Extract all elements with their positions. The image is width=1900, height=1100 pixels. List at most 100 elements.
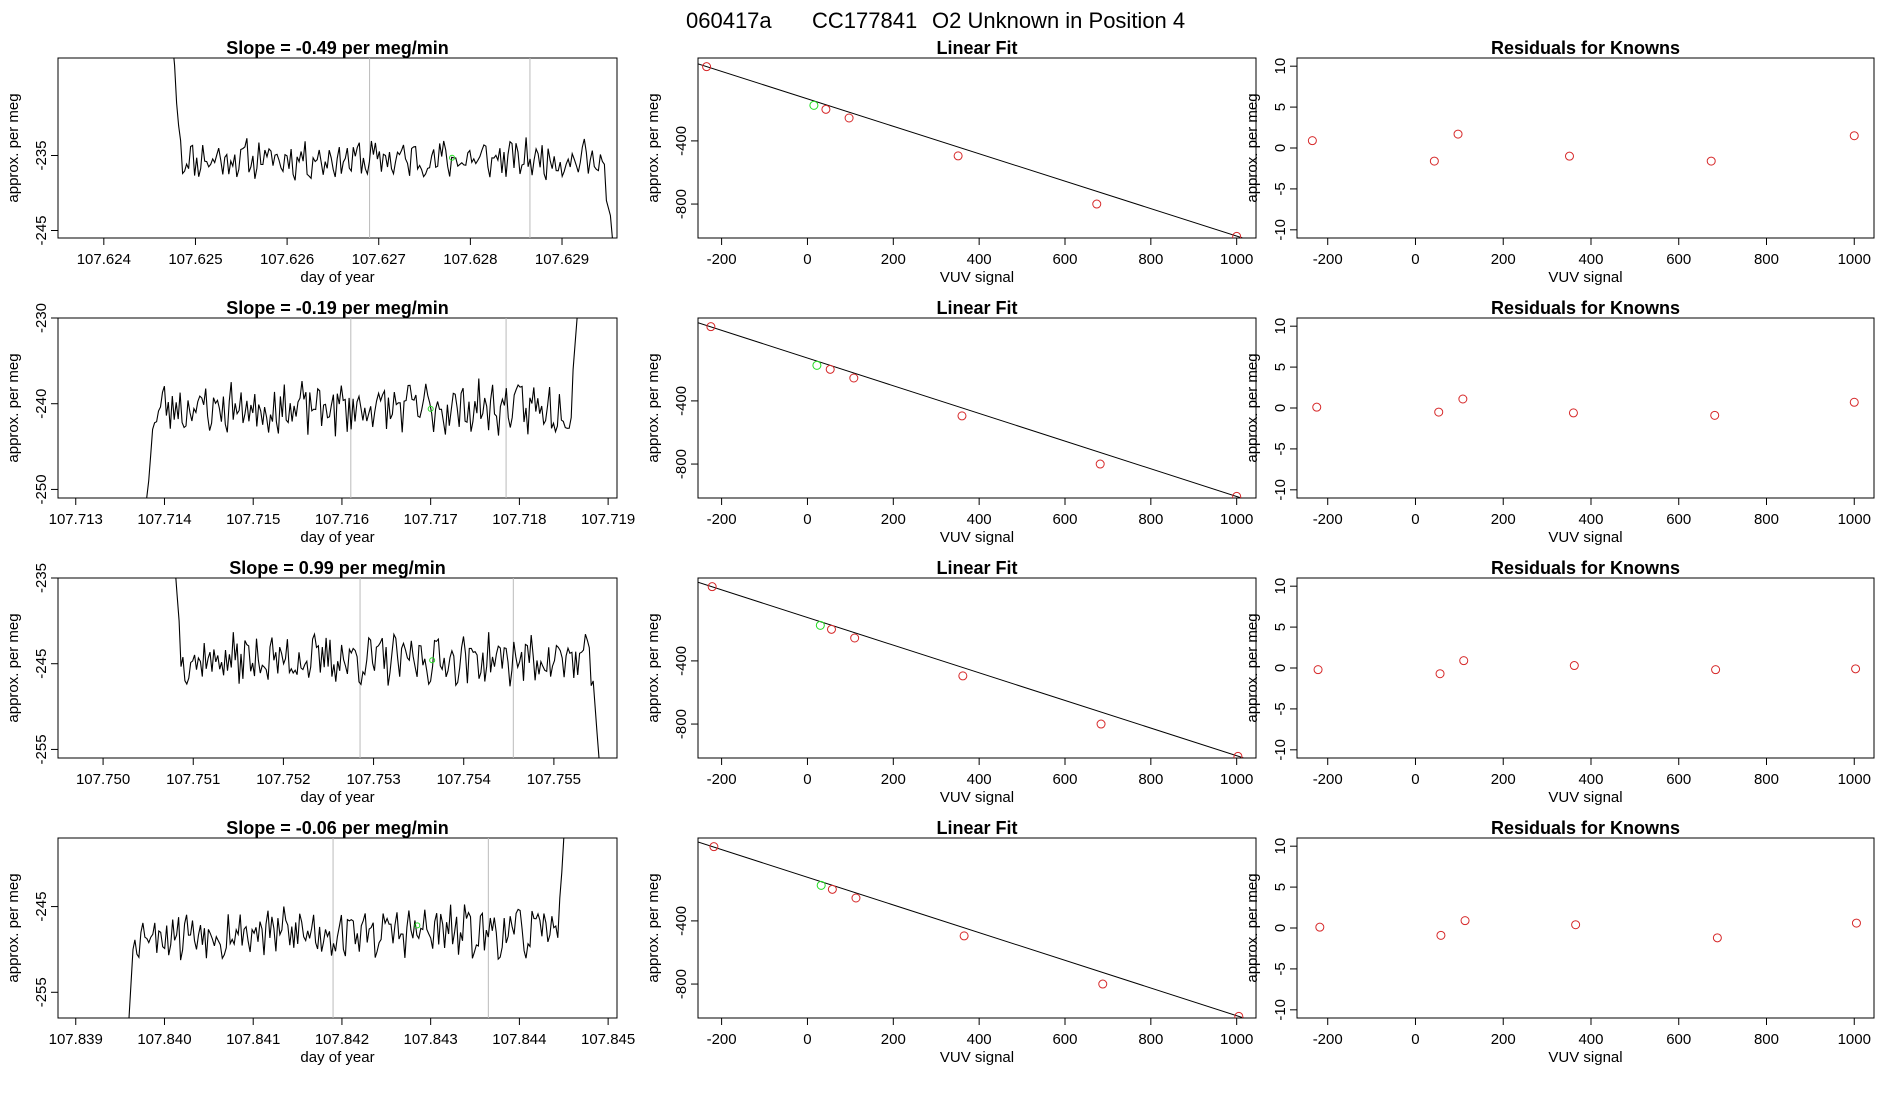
plot-area (698, 62, 1245, 238)
x-tick-label: 200 (881, 771, 906, 788)
panel-title: Residuals for Knowns (1491, 558, 1680, 578)
x-tick-label: -200 (707, 511, 737, 528)
known-point (851, 893, 861, 903)
y-tick-label: -5 (1272, 962, 1289, 975)
x-tick-label: 107.843 (404, 1031, 458, 1048)
x-tick-label: 400 (967, 511, 992, 528)
panel-residuals-3: Residuals for Knowns-200 0 200 400 600 800 100… (1244, 558, 1875, 806)
x-tick-label: 600 (1666, 251, 1691, 268)
plot-area (128, 838, 565, 1018)
x-tick-label: 107.627 (352, 251, 406, 268)
x-tick-label: 400 (967, 1031, 992, 1048)
x-tick-label: 400 (1578, 511, 1603, 528)
signal-trace (128, 838, 565, 1018)
x-tick-label: 107.626 (260, 251, 314, 268)
x-tick-label: 107.628 (443, 251, 497, 268)
y-axis-label: approx. per meg (645, 873, 662, 982)
plot-area (146, 318, 578, 498)
x-tick-label: 800 (1754, 251, 1779, 268)
x-tick-label: 200 (1491, 511, 1516, 528)
x-tick-label: 800 (1138, 511, 1163, 528)
y-axis-label: approx. per meg (645, 93, 662, 202)
x-axis-label: VUV signal (1548, 269, 1622, 286)
known-point (1435, 669, 1445, 679)
plot-frame (57, 317, 618, 499)
x-tick-label: 0 (803, 251, 811, 268)
x-tick-label: 107.716 (315, 511, 369, 528)
x-tick-label: 0 (803, 1031, 811, 1048)
known-point (1436, 930, 1446, 940)
plot-frame (697, 57, 1257, 239)
x-tick-label: 0 (803, 511, 811, 528)
y-tick-label: 0 (1272, 404, 1289, 412)
x-tick-label: 600 (1666, 511, 1691, 528)
y-tick-label: -800 (673, 969, 690, 999)
known-point (844, 113, 854, 123)
plot-area (698, 322, 1243, 498)
x-tick-label: 600 (1052, 1031, 1077, 1048)
plot-area (175, 578, 600, 758)
title-run-id: 060417a (686, 8, 772, 33)
y-tick-label: 10 (1272, 58, 1289, 75)
panel-linear-fit-2: Linear Fit -200 0 200 400 600 800 1000 -400 -800 V… (645, 298, 1257, 546)
plot-area (1307, 129, 1859, 166)
known-point (1096, 719, 1106, 729)
x-tick-label: 107.752 (256, 771, 310, 788)
x-axis-label: VUV signal (1548, 1049, 1622, 1066)
y-tick-label: 0 (1272, 924, 1289, 932)
panel-timeseries-4: Slope = -0.06 per meg/min 107.839 107.840 1… (5, 818, 635, 1066)
panel-title: Linear Fit (936, 818, 1017, 838)
x-tick-label: 0 (1411, 511, 1419, 528)
y-tick-label: -10 (1272, 219, 1289, 241)
x-tick-label: 800 (1138, 771, 1163, 788)
y-tick-label: -10 (1272, 999, 1289, 1021)
y-tick-label: 0 (1272, 664, 1289, 672)
y-tick-label: 5 (1272, 883, 1289, 891)
known-point (1098, 979, 1108, 989)
plot-frame (57, 577, 618, 759)
x-tick-label: 107.840 (137, 1031, 191, 1048)
x-tick-label: 1000 (1220, 1031, 1253, 1048)
x-tick-label: 200 (1491, 251, 1516, 268)
known-point (707, 582, 717, 592)
x-tick-label: 600 (1052, 511, 1077, 528)
x-tick-label: 800 (1754, 771, 1779, 788)
panel-linear-fit-1: Linear Fit -200 0 200 400 600 800 1000 -400 -800 V… (645, 38, 1257, 286)
x-tick-label: 200 (1491, 1031, 1516, 1048)
fit-line (698, 322, 1243, 498)
known-point (1233, 751, 1243, 758)
x-tick-label: 107.624 (77, 251, 131, 268)
y-tick-label: -10 (1272, 739, 1289, 761)
plot-area (1312, 394, 1859, 420)
x-axis-label: VUV signal (940, 269, 1014, 286)
signal-trace (175, 578, 600, 758)
panel-title: Residuals for Knowns (1491, 818, 1680, 838)
y-tick-label: -245 (33, 649, 50, 679)
x-tick-label: -200 (1313, 1031, 1343, 1048)
known-point (825, 364, 835, 374)
x-tick-label: 1000 (1220, 251, 1253, 268)
x-tick-label: 107.714 (137, 511, 191, 528)
panel-title: Linear Fit (936, 298, 1017, 318)
y-tick-label: -400 (673, 386, 690, 416)
x-axis-label: day of year (300, 1049, 374, 1066)
x-tick-label: 800 (1138, 1031, 1163, 1048)
y-tick-label: 5 (1272, 623, 1289, 631)
known-point (706, 322, 716, 332)
x-tick-label: 400 (1578, 251, 1603, 268)
y-tick-label: -5 (1272, 182, 1289, 195)
x-tick-label: 0 (1411, 251, 1419, 268)
x-tick-label: 600 (1052, 251, 1077, 268)
plot-area (173, 58, 613, 238)
x-tick-label: 1000 (1838, 771, 1871, 788)
panel-timeseries-2: Slope = -0.19 per meg/min 107.713 107.714 1… (5, 298, 635, 546)
known-point (1232, 491, 1242, 498)
plot-frame (57, 837, 618, 1019)
y-axis-label: approx. per meg (1244, 613, 1261, 722)
plot-frame (697, 837, 1257, 1019)
y-axis-label: approx. per meg (5, 353, 22, 462)
panel-title: Linear Fit (936, 558, 1017, 578)
plot-frame (1296, 577, 1875, 759)
known-point (1234, 1011, 1244, 1018)
